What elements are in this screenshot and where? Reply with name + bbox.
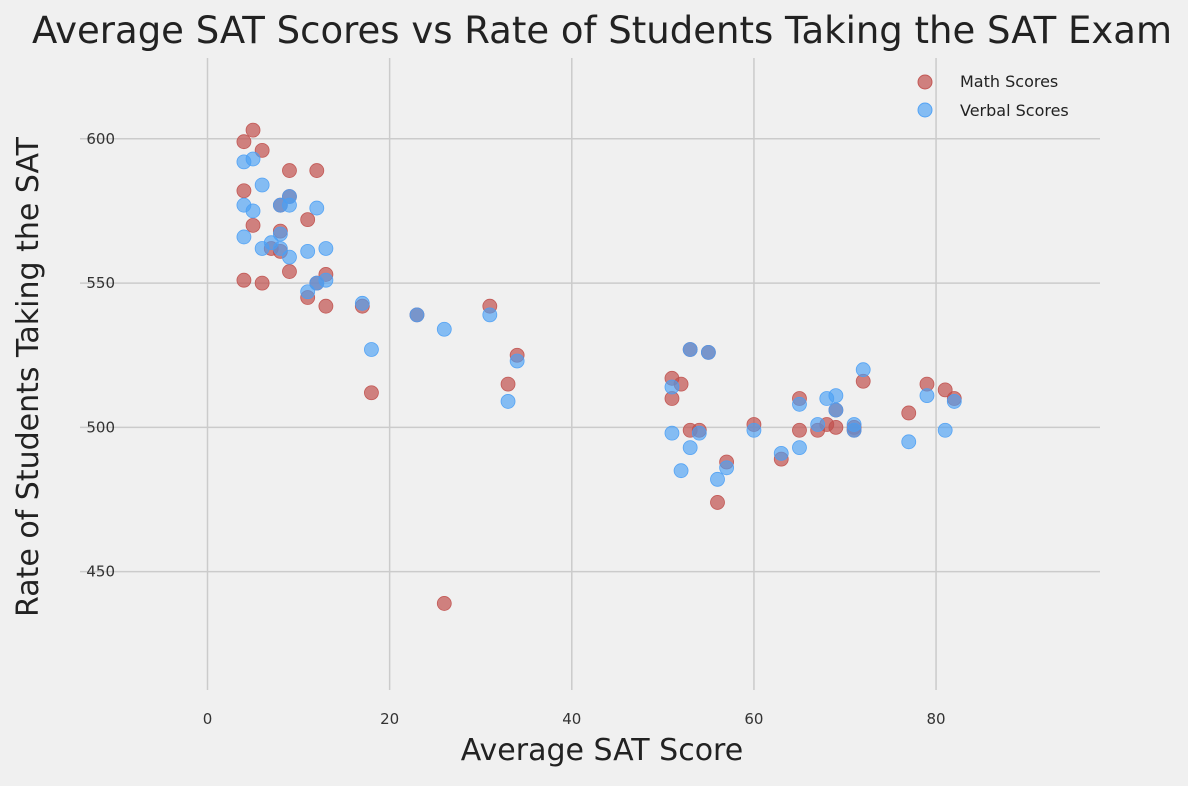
verbal-score-point — [682, 342, 698, 357]
x-tick-label: 20 — [380, 710, 399, 728]
verbal-score-point — [300, 284, 316, 300]
verbal-score-point — [710, 471, 725, 487]
x-axis-label: Average SAT Score — [461, 733, 743, 768]
x-tick-label: 40 — [562, 710, 581, 728]
math-score-point — [436, 596, 452, 611]
math-score-point — [937, 382, 953, 398]
verbal-score-point — [245, 203, 261, 219]
verbal-score-point — [245, 151, 261, 167]
verbal-score-point — [664, 425, 680, 441]
verbal-score-point — [792, 396, 807, 412]
verbal-score-point — [482, 307, 498, 323]
verbal-score-point — [746, 422, 762, 438]
verbal-score-point — [364, 342, 379, 357]
y-tick-label: 550 — [86, 274, 115, 292]
verbal-score-point — [436, 321, 452, 337]
math-score-point — [300, 212, 316, 228]
verbal-score-point — [919, 388, 935, 404]
verbal-score-point — [682, 440, 698, 455]
verbal-score-point — [937, 422, 953, 438]
math-score-point — [254, 142, 270, 158]
math-score-point — [710, 495, 725, 510]
data-points — [236, 122, 962, 611]
verbal-score-point — [500, 394, 516, 409]
verbal-score-point — [236, 229, 252, 245]
verbal-score-point — [719, 460, 735, 476]
legend-label-math: Math Scores — [960, 72, 1058, 91]
verbal-score-point — [282, 249, 297, 265]
legend-marker-math — [917, 74, 933, 90]
verbal-score-point — [282, 189, 297, 204]
verbal-score-point — [773, 445, 789, 461]
verbal-score-point — [318, 241, 334, 256]
x-tick-label: 60 — [744, 710, 763, 728]
verbal-score-point — [810, 417, 826, 432]
x-tick-label: 0 — [203, 710, 213, 728]
verbal-score-point — [254, 177, 270, 193]
legend-marker-verbal — [917, 102, 933, 118]
math-score-point — [901, 405, 917, 421]
verbal-score-point — [664, 379, 680, 395]
math-score-point — [245, 122, 261, 138]
math-scores-series — [236, 122, 962, 611]
verbal-score-point — [509, 353, 525, 369]
math-score-point — [828, 419, 844, 435]
math-score-point — [245, 217, 261, 233]
chart-title: Average SAT Scores vs Rate of Students T… — [32, 9, 1172, 52]
verbal-score-point — [409, 307, 425, 323]
x-tick-label: 80 — [927, 710, 946, 728]
verbal-score-point — [846, 422, 862, 438]
verbal-scores-series — [236, 151, 962, 487]
math-score-point — [236, 272, 252, 288]
grid — [80, 58, 1100, 690]
math-score-point — [236, 183, 252, 199]
verbal-score-point — [828, 402, 844, 418]
math-score-point — [236, 134, 252, 150]
verbal-score-point — [272, 226, 288, 242]
verbal-score-point — [300, 243, 316, 259]
verbal-score-point — [855, 362, 871, 378]
y-axis-label: Rate of Students Taking the SAT — [11, 136, 46, 617]
legend: Math Scores Verbal Scores — [917, 72, 1069, 120]
verbal-score-point — [318, 272, 334, 288]
math-score-point — [318, 298, 334, 314]
verbal-score-point — [946, 394, 962, 409]
verbal-score-point — [792, 440, 807, 455]
y-tick-label: 450 — [86, 563, 115, 581]
y-tick-label: 500 — [86, 418, 115, 436]
verbal-score-point — [354, 295, 370, 311]
math-score-point — [254, 275, 270, 291]
verbal-score-point — [901, 434, 917, 450]
math-score-point — [500, 376, 516, 392]
verbal-score-point — [272, 241, 288, 256]
math-score-point — [792, 422, 807, 438]
verbal-score-point — [691, 425, 707, 441]
legend-label-verbal: Verbal Scores — [960, 101, 1069, 120]
tick-labels: 0 20 40 60 80 450 500 550 600 — [86, 130, 945, 728]
math-score-point — [309, 163, 325, 178]
math-score-point — [282, 264, 297, 279]
y-tick-label: 600 — [86, 130, 115, 148]
verbal-score-point — [673, 463, 689, 479]
verbal-score-point — [828, 388, 844, 404]
verbal-score-point — [700, 344, 716, 360]
math-score-point — [282, 163, 297, 178]
math-score-point — [364, 385, 379, 401]
verbal-score-point — [309, 200, 325, 216]
